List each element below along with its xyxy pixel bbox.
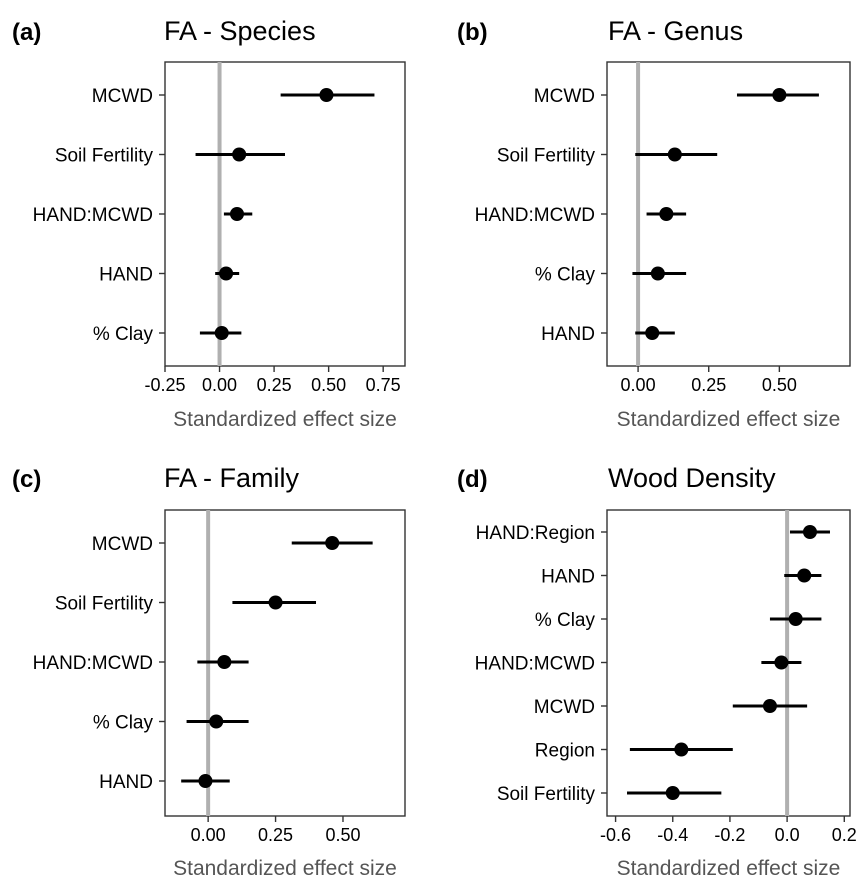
y-category-label: MCWD bbox=[534, 697, 595, 718]
effect-point bbox=[209, 714, 224, 729]
x-tick-label: 0.50 bbox=[325, 825, 360, 845]
x-tick-label: 0.00 bbox=[202, 375, 237, 395]
y-category-label: HAND:MCWD bbox=[33, 205, 153, 226]
panel-title: Wood Density bbox=[608, 463, 776, 493]
x-tick-label: 0.50 bbox=[311, 375, 346, 395]
plot-frame bbox=[606, 61, 851, 367]
x-tick-label: 0.2 bbox=[832, 825, 857, 845]
x-tick-label: -0.6 bbox=[600, 825, 631, 845]
effect-point bbox=[268, 595, 283, 610]
x-tick-label: -0.25 bbox=[144, 375, 185, 395]
effect-point bbox=[659, 207, 674, 221]
x-tick-label: 0.50 bbox=[762, 375, 797, 395]
panel-c: (c) FA - Family 0.00 0.25 0.50 Standardized e… bbox=[12, 463, 406, 877]
x-tick-label: 0.00 bbox=[621, 375, 656, 395]
panel-tag: (b) bbox=[457, 19, 488, 46]
effect-point bbox=[774, 655, 789, 670]
effect-point bbox=[217, 655, 232, 669]
effect-point bbox=[230, 207, 244, 221]
effect-point bbox=[198, 774, 213, 788]
panel-title: FA - Genus bbox=[608, 16, 743, 46]
y-category-label: HAND:Region bbox=[476, 523, 595, 544]
plot-frame bbox=[164, 61, 406, 367]
effect-point bbox=[788, 612, 803, 626]
x-tick-label: 0.00 bbox=[191, 825, 226, 845]
effect-point bbox=[319, 88, 334, 102]
panel-tag: (a) bbox=[12, 19, 41, 46]
effect-point bbox=[650, 266, 665, 281]
panel-a: (a) FA - Species -0.25 0.00 0.25 0.50 0.75 Stan… bbox=[12, 16, 406, 431]
x-tick-label: 0.0 bbox=[775, 825, 800, 845]
panel-title: FA - Family bbox=[164, 463, 300, 493]
y-category-label: % Clay bbox=[535, 610, 596, 631]
x-tick-label: 0.25 bbox=[258, 825, 293, 845]
panel-tag: (c) bbox=[12, 466, 41, 493]
x-axis-title: Standardized effect size bbox=[173, 408, 397, 431]
y-category-label: % Clay bbox=[93, 324, 154, 345]
y-category-label: Region bbox=[535, 741, 595, 762]
x-tick-label: -0.2 bbox=[714, 825, 745, 845]
panel-d: (d) Wood Density -0.6 -0.4 -0.2 0.0 0.2 Standar… bbox=[457, 463, 857, 877]
effect-point bbox=[219, 266, 234, 281]
x-axis-title: Standardized effect size bbox=[617, 857, 841, 877]
y-category-label: HAND:MCWD bbox=[475, 654, 595, 675]
y-category-label: HAND:MCWD bbox=[33, 653, 153, 674]
effect-point bbox=[645, 326, 660, 340]
y-category-label: MCWD bbox=[92, 86, 153, 107]
effect-point bbox=[667, 147, 682, 162]
y-category-label: % Clay bbox=[93, 713, 154, 734]
y-category-label: % Clay bbox=[535, 265, 596, 286]
effect-point bbox=[232, 147, 247, 162]
effect-point bbox=[802, 525, 817, 539]
y-category-label: HAND bbox=[541, 567, 595, 588]
effect-point bbox=[214, 326, 229, 340]
y-category-label: Soil Fertility bbox=[55, 146, 154, 167]
effect-point bbox=[797, 568, 812, 583]
y-category-label: HAND bbox=[99, 772, 153, 793]
plot-frame bbox=[606, 509, 851, 817]
y-category-label: Soil Fertility bbox=[497, 146, 596, 167]
y-category-label: MCWD bbox=[534, 86, 595, 107]
x-tick-label: 0.75 bbox=[366, 375, 401, 395]
y-category-label: HAND bbox=[99, 265, 153, 286]
plot-frame bbox=[164, 509, 406, 817]
y-category-label: MCWD bbox=[92, 534, 153, 555]
panel-b: (b) FA - Genus 0.00 0.25 0.50 Standardized ef… bbox=[457, 16, 851, 431]
effect-point bbox=[762, 699, 777, 713]
x-axis-title: Standardized effect size bbox=[617, 408, 841, 431]
x-axis-title: Standardized effect size bbox=[173, 857, 397, 877]
effect-point bbox=[325, 536, 340, 550]
effect-point bbox=[674, 742, 689, 757]
effect-point bbox=[772, 88, 787, 102]
effect-point bbox=[665, 786, 680, 800]
y-category-label: Soil Fertility bbox=[497, 784, 596, 805]
x-tick-label: 0.25 bbox=[691, 375, 726, 395]
panel-tag: (d) bbox=[457, 466, 488, 493]
y-category-label: Soil Fertility bbox=[55, 594, 154, 615]
y-category-label: HAND:MCWD bbox=[475, 205, 595, 226]
panel-title: FA - Species bbox=[164, 16, 316, 46]
x-tick-label: -0.4 bbox=[657, 825, 688, 845]
x-tick-label: 0.25 bbox=[257, 375, 292, 395]
y-category-label: HAND bbox=[541, 324, 595, 345]
